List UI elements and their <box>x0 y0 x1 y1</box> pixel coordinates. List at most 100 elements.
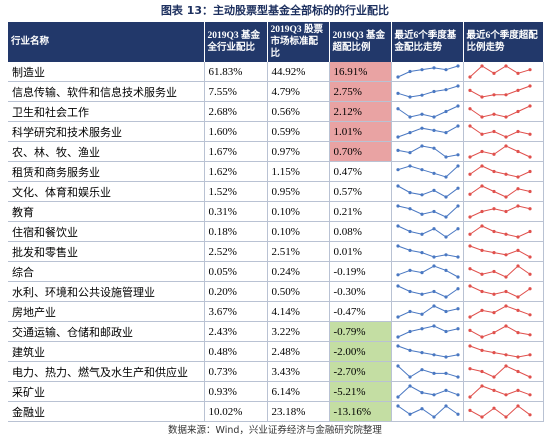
trend-point <box>491 152 496 156</box>
trend-point <box>491 169 496 174</box>
column-header: 行业名称 <box>8 22 205 62</box>
trend-point <box>491 251 496 255</box>
trend-point <box>407 248 412 252</box>
fund-allocation: 0.20% <box>204 281 268 302</box>
trend-point <box>503 304 508 308</box>
trend-point <box>443 404 448 408</box>
trend-point <box>431 304 436 308</box>
trend-point <box>467 155 472 159</box>
trend-line <box>397 325 458 338</box>
industry-name: 信息传输、软件和信息技术服务业 <box>8 81 205 102</box>
market-allocation: 0.95% <box>267 181 330 202</box>
trend-point <box>515 388 520 392</box>
trend-point <box>443 68 448 72</box>
trend-line <box>469 405 530 418</box>
fund-trend-cell <box>391 161 464 182</box>
industry-name: 建筑业 <box>8 341 205 362</box>
trend-point <box>443 309 448 314</box>
trend-point <box>443 268 448 272</box>
trend-point <box>395 344 400 348</box>
market-allocation: 0.10% <box>267 201 330 222</box>
industry-name: 制造业 <box>8 62 205 82</box>
trend-line <box>469 65 530 78</box>
excess-allocation: -5.21% <box>329 381 392 402</box>
fund-trend-cell <box>391 62 464 82</box>
trend-point <box>431 128 436 132</box>
industry-name: 房地产业 <box>8 301 205 322</box>
trend-point <box>455 204 460 208</box>
fund-allocation: 2.52% <box>204 241 268 262</box>
trend-point <box>503 275 508 279</box>
industry-name: 科学研究和技术服务业 <box>8 121 205 142</box>
excess-trend-cell <box>463 62 544 82</box>
trend-point <box>503 209 508 214</box>
trend-point <box>395 404 400 408</box>
trend-point <box>527 84 532 88</box>
trend-point <box>467 315 472 319</box>
table-row: 水利、环境和公共设施管理业 0.20% 0.50% -0.30% <box>8 281 544 302</box>
trend-point <box>431 393 436 397</box>
trend-point <box>515 149 520 154</box>
sparkline <box>467 184 532 199</box>
trend-line <box>469 285 530 298</box>
column-header: 最近6个季度超配比例走势 <box>463 22 544 62</box>
fund-trend-cell <box>391 181 464 202</box>
excess-trend-cell <box>463 361 544 382</box>
trend-point <box>503 324 508 328</box>
trend-point <box>491 207 496 211</box>
trend-point <box>515 129 520 134</box>
trend-point <box>407 191 412 195</box>
industry-name: 教育 <box>8 201 205 222</box>
excess-trend-cell <box>463 221 544 242</box>
trend-line <box>397 105 458 118</box>
table-row: 采矿业 0.93% 6.14% -5.21% <box>8 381 544 402</box>
sparkline <box>467 324 532 339</box>
trend-point <box>515 369 520 374</box>
trend-point <box>467 267 472 271</box>
trend-point <box>407 151 412 155</box>
market-allocation: 0.50% <box>267 281 330 302</box>
market-allocation: 6.14% <box>267 381 330 402</box>
trend-point <box>419 407 424 411</box>
sparkline <box>467 124 532 139</box>
trend-line <box>469 165 530 178</box>
trend-point <box>527 155 532 159</box>
trend-point <box>503 115 508 119</box>
market-allocation: 2.51% <box>267 241 330 262</box>
sparkline <box>395 164 460 179</box>
excess-trend-cell <box>463 301 544 322</box>
trend-point <box>407 95 412 99</box>
trend-line <box>469 245 530 258</box>
trend-point <box>503 353 508 357</box>
sparkline <box>467 84 532 99</box>
sparkline <box>467 384 532 399</box>
trend-point <box>395 395 400 399</box>
trend-point <box>479 64 484 68</box>
trend-point <box>491 229 496 234</box>
fund-trend-cell <box>391 121 464 142</box>
trend-line <box>469 105 530 118</box>
trend-point <box>395 244 400 248</box>
trend-point <box>407 268 412 272</box>
trend-point <box>491 269 496 274</box>
fund-trend-cell <box>391 81 464 102</box>
trend-point <box>479 369 484 374</box>
fund-trend-cell <box>391 241 464 262</box>
sparkline <box>395 144 460 159</box>
fund-allocation: 61.83% <box>204 62 268 82</box>
column-header: 最近6个季度基金配比走势 <box>391 22 464 62</box>
trend-point <box>443 355 448 359</box>
fund-allocation: 10.02% <box>204 401 268 422</box>
excess-allocation: -2.00% <box>329 341 392 362</box>
industry-name: 租赁和商务服务业 <box>8 161 205 182</box>
trend-point <box>503 135 508 139</box>
market-allocation: 3.43% <box>267 361 330 382</box>
trend-point <box>407 207 412 211</box>
trend-point <box>479 209 484 214</box>
trend-point <box>515 404 520 408</box>
sparkline <box>395 264 460 279</box>
trend-point <box>431 89 436 94</box>
trend-line <box>397 165 458 178</box>
sparkline <box>395 104 460 119</box>
trend-point <box>503 415 508 419</box>
